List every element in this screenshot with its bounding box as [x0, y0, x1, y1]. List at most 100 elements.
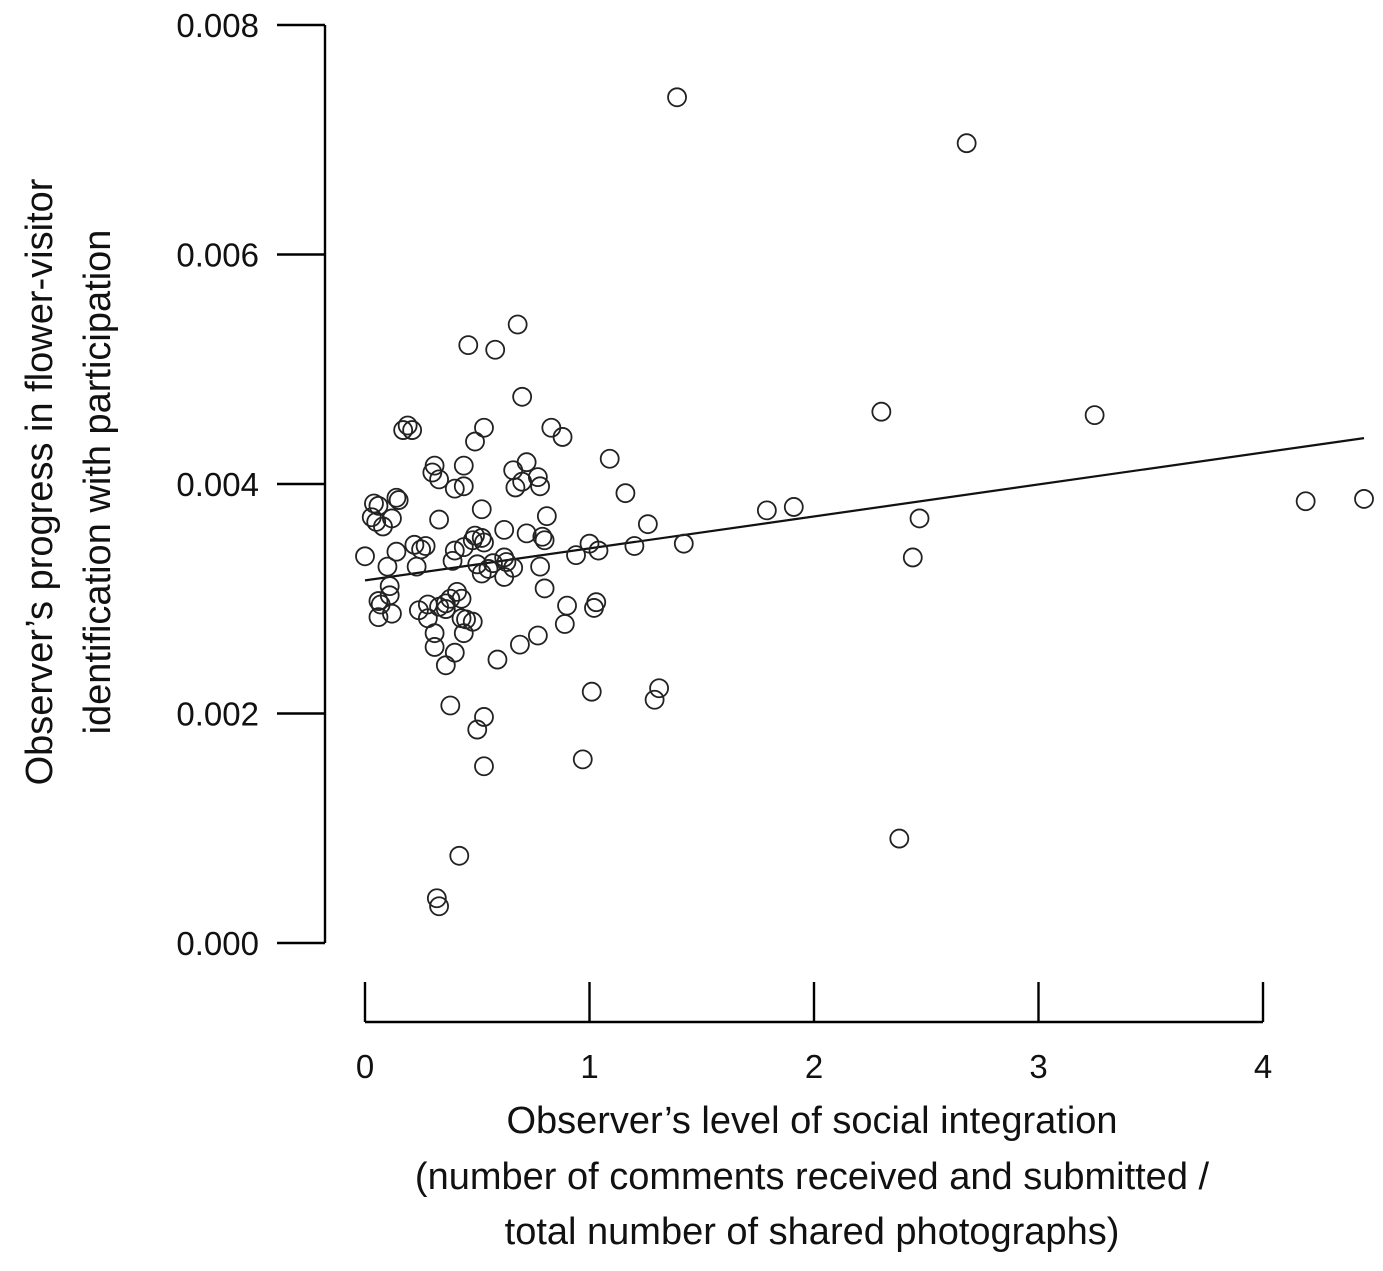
data-point — [471, 563, 492, 584]
data-point — [624, 536, 645, 556]
data-point — [386, 541, 407, 562]
data-point — [471, 499, 492, 520]
data-point — [534, 578, 555, 599]
data-point — [386, 487, 407, 508]
data-point — [487, 649, 508, 670]
x-axis-title-line: total number of shared photographs) — [505, 1211, 1120, 1253]
data-point — [557, 595, 577, 616]
data-point — [474, 707, 494, 727]
data-point — [667, 87, 687, 108]
data-point — [572, 749, 593, 770]
data-point — [530, 476, 551, 497]
data-point — [673, 533, 694, 554]
data-point — [599, 448, 620, 469]
axis-titles: Observer’s level of social integration (n… — [19, 178, 1210, 1253]
data-point — [649, 678, 669, 699]
data-point — [368, 607, 389, 628]
data-point — [871, 401, 892, 422]
data-point — [404, 534, 425, 555]
y-axis-title-line: identification with participation — [77, 230, 119, 735]
data-point — [581, 681, 602, 702]
data-point — [415, 536, 436, 556]
data-point — [449, 845, 470, 866]
data-point — [355, 546, 375, 567]
data-point — [379, 576, 400, 597]
data-point — [453, 476, 474, 497]
data-point — [402, 420, 423, 440]
data-point — [453, 623, 474, 644]
data-point — [388, 490, 409, 510]
data-point — [584, 598, 604, 618]
data-point — [382, 508, 402, 529]
data-point — [444, 478, 465, 499]
x-axis-title-line: Observer’s level of social integration — [506, 1100, 1117, 1142]
x-axis: 0 1 2 3 4 — [356, 982, 1272, 1085]
data-point — [368, 495, 389, 516]
data-point — [417, 594, 438, 615]
data-point — [516, 452, 537, 473]
data-point — [397, 415, 418, 436]
data-points — [355, 87, 1374, 917]
data-point — [783, 497, 804, 517]
data-point — [530, 556, 551, 577]
data-point — [453, 537, 474, 558]
data-point — [536, 506, 557, 527]
data-point — [494, 520, 515, 540]
data-point — [902, 547, 923, 568]
data-point — [534, 530, 555, 551]
data-point — [442, 550, 463, 571]
data-point — [566, 545, 586, 566]
y-tick-label: 0.008 — [176, 7, 259, 44]
data-point — [467, 719, 488, 740]
x-tick-label: 2 — [805, 1048, 823, 1085]
data-point — [507, 314, 528, 335]
y-tick-label: 0.000 — [176, 925, 259, 962]
data-point — [393, 420, 414, 440]
data-point — [440, 695, 461, 716]
data-point — [465, 431, 485, 452]
data-point — [474, 417, 494, 438]
data-point — [422, 462, 443, 483]
data-point — [527, 625, 548, 646]
x-axis-title-line: (number of comments received and submitt… — [415, 1156, 1210, 1198]
data-point — [366, 511, 387, 532]
data-point — [429, 896, 449, 917]
data-point — [474, 532, 494, 553]
data-point — [503, 460, 524, 481]
data-point — [435, 599, 456, 619]
data-point — [1295, 491, 1316, 512]
y-axis-title-line: Observer’s progress in flower-visitor — [19, 178, 61, 785]
data-point — [382, 603, 402, 624]
data-point — [956, 133, 977, 154]
data-point — [483, 553, 503, 574]
data-point — [756, 500, 777, 521]
data-point — [1354, 489, 1374, 509]
data-point — [444, 642, 465, 663]
data-point — [451, 608, 472, 629]
data-point — [451, 588, 472, 609]
data-point — [424, 623, 445, 644]
data-point — [368, 591, 389, 611]
data-point — [458, 335, 479, 356]
data-point — [637, 514, 658, 535]
x-tick-label: 0 — [356, 1048, 374, 1085]
data-point — [516, 523, 537, 544]
data-point — [541, 417, 562, 438]
data-point — [889, 828, 910, 849]
data-point — [406, 556, 427, 577]
data-point — [435, 655, 456, 676]
data-point — [505, 477, 526, 498]
data-point — [512, 386, 533, 407]
x-tick-label: 3 — [1029, 1048, 1047, 1085]
data-point — [552, 427, 573, 447]
x-tick-label: 4 — [1254, 1048, 1272, 1085]
y-tick-label: 0.006 — [176, 237, 259, 274]
data-point — [467, 554, 488, 575]
data-point — [444, 540, 465, 561]
data-point — [496, 552, 517, 572]
x-tick-label: 1 — [580, 1048, 598, 1085]
data-point — [429, 509, 449, 530]
data-point — [377, 556, 398, 577]
data-point — [909, 508, 930, 529]
